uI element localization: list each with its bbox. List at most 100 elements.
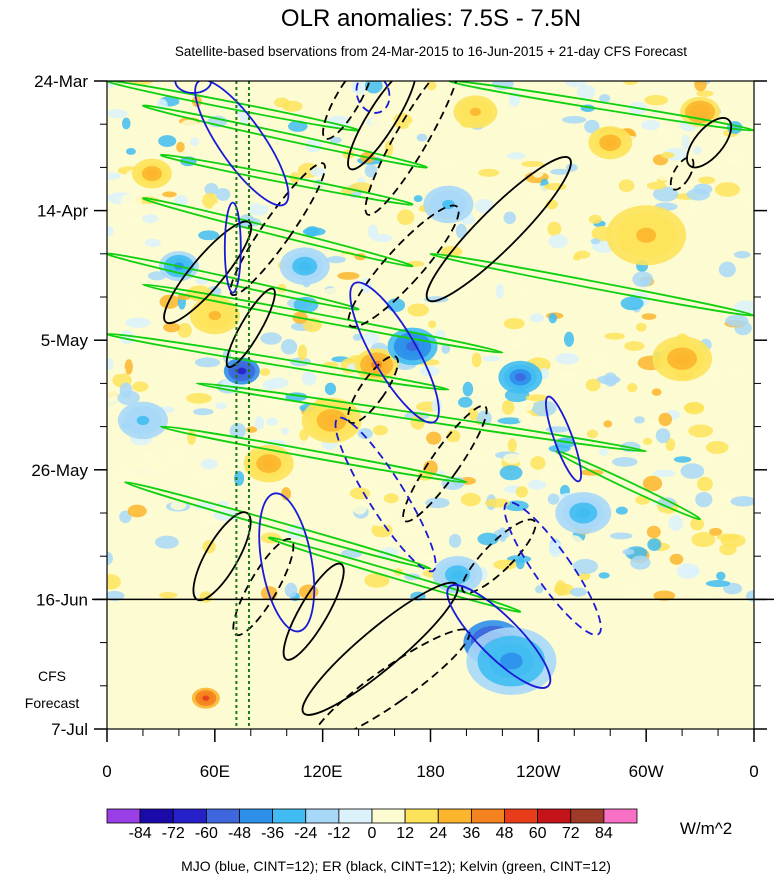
anomaly-texture-cell (592, 351, 609, 365)
anomaly-texture-cell (352, 333, 362, 341)
anomaly-texture-cell (583, 451, 604, 465)
anomaly-texture-cell (532, 166, 544, 178)
anomaly-texture-cell (547, 221, 562, 237)
anomaly-blob (237, 367, 247, 375)
kelvin-contour (142, 197, 414, 268)
mjo-contour (223, 201, 242, 294)
anomaly-texture-cell (716, 533, 740, 541)
colorbar-tick-label: 72 (562, 825, 580, 842)
anomaly-texture-cell (107, 225, 114, 237)
anomaly-texture-cell (408, 122, 421, 130)
anomaly-texture-cell (660, 152, 675, 159)
anomaly-texture-cell (471, 352, 482, 368)
y-tick-label: 16-Jun (36, 590, 88, 609)
er-contour (402, 404, 488, 523)
colorbar-tick-label: 84 (595, 825, 613, 842)
mjo-contour (446, 584, 552, 689)
mjo-contour (355, 81, 391, 114)
anomaly-texture-cell (727, 369, 741, 379)
anomaly-texture-cell (658, 124, 674, 140)
plot-area (107, 81, 754, 729)
anomaly-texture-cell (281, 427, 290, 435)
x-tick-label: 180 (416, 762, 444, 781)
anomaly-blob (451, 570, 464, 580)
anomaly-texture-cell (612, 456, 638, 467)
anomaly-texture-cell (545, 426, 570, 433)
anomaly-texture-cell (548, 541, 563, 558)
anomaly-texture-cell (352, 499, 368, 515)
anomaly-texture-cell (239, 114, 250, 126)
er-contour (225, 287, 276, 369)
anomaly-texture-cell (266, 417, 278, 426)
colorbar-tick-label: 0 (368, 825, 377, 842)
anomaly-texture-cell (531, 400, 557, 417)
anomaly-blob (208, 310, 222, 321)
anomaly-texture-cell (141, 451, 158, 464)
colorbar-swatch (537, 808, 572, 824)
colorbar-tick-label: 48 (496, 825, 514, 842)
anomaly-texture-cell (187, 430, 196, 446)
anomaly-texture-cell (344, 590, 362, 599)
anomaly-texture-cell (652, 469, 676, 478)
er-contour (686, 117, 733, 169)
anomaly-texture-cell (696, 476, 713, 492)
mjo-contour (334, 416, 437, 573)
anomaly-texture-cell (119, 330, 135, 345)
anomaly-texture-cell (570, 587, 587, 597)
anomaly-texture-cell (194, 357, 221, 368)
anomaly-texture-cell (107, 574, 121, 590)
kelvin-contour (267, 536, 522, 613)
colorbar (106, 808, 638, 824)
anomaly-texture-cell (516, 557, 525, 570)
x-tick-label: 120W (516, 762, 560, 781)
anomaly-texture-cell (521, 160, 544, 168)
anomaly-texture-cell (367, 224, 379, 239)
anomaly-blob (576, 507, 591, 519)
anomaly-texture-cell (718, 261, 736, 278)
anomaly-texture-cell (562, 535, 583, 550)
anomaly-blob (469, 107, 481, 116)
anomaly-texture-cell (691, 532, 716, 548)
anomaly-texture-cell (680, 567, 700, 576)
anomaly-texture-cell (504, 500, 529, 512)
anomaly-texture-cell (166, 450, 188, 463)
anomaly-texture-cell (585, 378, 601, 392)
colorbar-tick-label: -72 (162, 825, 185, 842)
colorbar-swatch (139, 808, 174, 824)
anomaly-texture-cell (620, 296, 644, 311)
colorbar-swatch (570, 808, 605, 824)
anomaly-texture-cell (125, 317, 151, 328)
anomaly-blob (674, 353, 690, 365)
colorbar-swatch (172, 808, 207, 824)
anomaly-texture-cell (297, 344, 308, 361)
colorbar-units: W/m^2 (680, 819, 732, 838)
anomaly-texture-cell (741, 189, 754, 203)
anomaly-texture-cell (522, 119, 548, 126)
anomaly-texture-cell (447, 441, 462, 455)
anomaly-texture-cell (693, 183, 713, 195)
anomaly-texture-cell (556, 371, 581, 380)
anomaly-texture-cell (548, 313, 558, 324)
anomaly-texture-cell (584, 119, 600, 134)
anomaly-texture-cell (642, 475, 663, 492)
er-contour (322, 81, 374, 140)
anomaly-texture-cell (510, 336, 526, 349)
anomaly-texture-cell (576, 84, 596, 100)
anomaly-texture-cell (163, 322, 180, 333)
anomaly-texture-cell (474, 198, 494, 214)
anomaly-texture-cell (193, 408, 214, 416)
anomaly-texture-cell (566, 163, 578, 172)
anomaly-texture-cell (112, 468, 134, 484)
anomaly-texture-cell (280, 338, 298, 355)
kelvin-contour (124, 481, 432, 570)
anomaly-texture-cell (604, 332, 625, 340)
anomaly-texture-cell (357, 428, 373, 440)
forecast-label-line1: CFS (38, 668, 66, 684)
anomaly-texture-cell (482, 355, 501, 362)
y-tick-label: 5-May (41, 331, 89, 350)
anomaly-texture-cell (630, 555, 651, 570)
anomaly-blob (695, 108, 706, 116)
er-contour (364, 81, 461, 216)
anomaly-texture-cell (477, 532, 499, 546)
